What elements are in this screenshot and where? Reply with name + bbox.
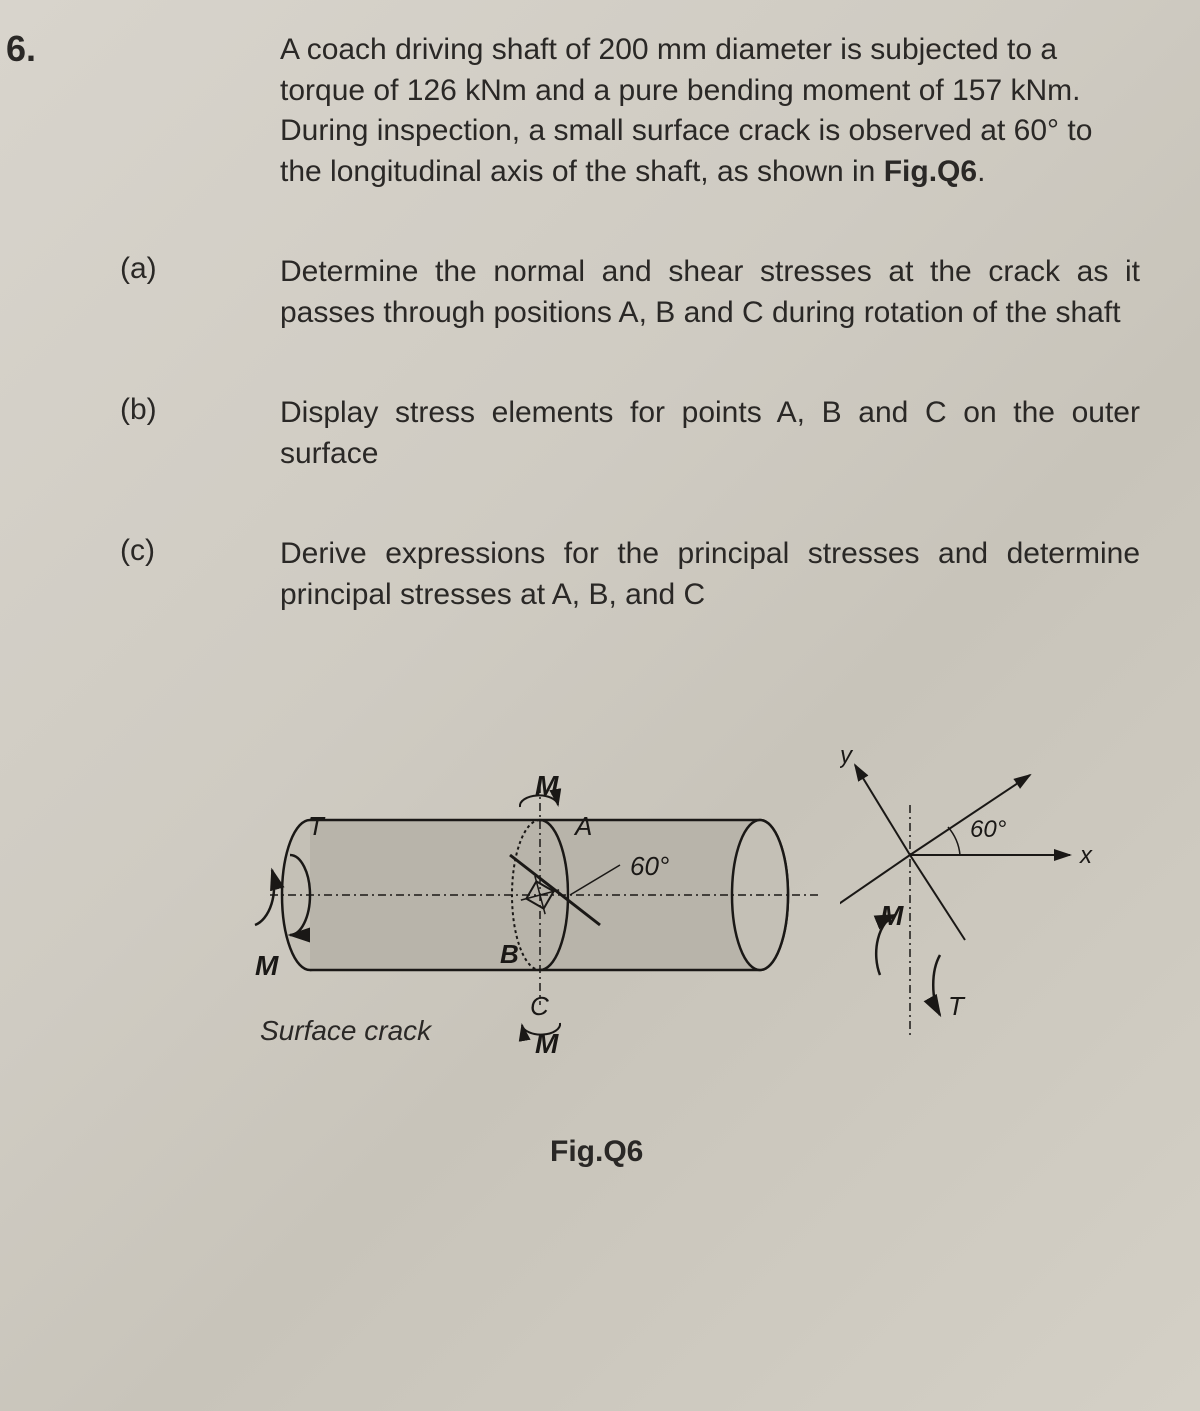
part-a: (a) Determine the normal and shear stres… (120, 252, 1140, 333)
surface-crack-label: Surface crack (260, 1015, 431, 1047)
shaft-diagram: 60° A B C M M M T (200, 695, 850, 1115)
angle-60-shaft-label: 60° (630, 851, 669, 881)
part-c-text: Derive expressions for the principal str… (280, 534, 1140, 615)
m-bottom-label: M (535, 1028, 559, 1059)
x-axis-label: x (1079, 842, 1093, 869)
t-right-label: T (948, 991, 966, 1021)
part-c-label: (c) (120, 534, 280, 615)
y-axis-label: y (840, 742, 854, 769)
point-c-label: C (530, 991, 549, 1021)
intro-fig-ref: Fig.Q6 (884, 155, 977, 188)
m-left-label: M (255, 950, 279, 981)
point-b-label: B (500, 939, 519, 969)
part-c: (c) Derive expressions for the principal… (120, 534, 1140, 615)
point-a-label: A (573, 811, 592, 841)
part-b-label: (b) (120, 393, 280, 474)
part-a-text: Determine the normal and shear stresses … (280, 252, 1140, 333)
t-left-label: T (308, 811, 326, 841)
part-b: (b) Display stress elements for points A… (120, 393, 1140, 474)
figure-caption: Fig.Q6 (550, 1135, 643, 1169)
question-intro: A coach driving shaft of 200 mm diameter… (280, 30, 1140, 192)
angle-60-axes-label: 60° (970, 816, 1007, 843)
part-a-label: (a) (120, 252, 280, 333)
axes-diagram: x y 60° M T (840, 715, 1120, 1065)
question-number: 6. (6, 28, 36, 70)
figure-q6: 60° A B C M M M T (20, 695, 1140, 1195)
intro-end: . (977, 155, 985, 188)
part-b-text: Display stress elements for points A, B … (280, 393, 1140, 474)
